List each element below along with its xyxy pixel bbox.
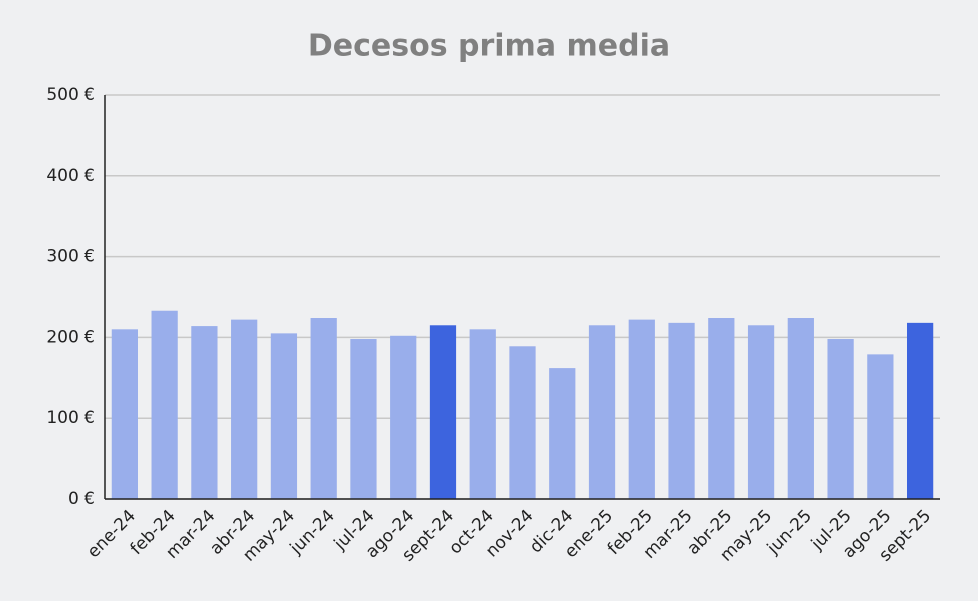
bar [151,310,178,499]
bar [231,319,258,499]
bar [708,318,735,499]
y-tick-label: 500 € [46,85,95,105]
y-tick-label: 400 € [46,166,95,186]
bar [111,329,139,499]
bar [509,346,536,499]
bar [549,368,576,499]
y-tick-label: 200 € [46,327,95,347]
bar [429,325,457,499]
bar [787,318,814,499]
y-tick-label: 300 € [46,247,95,267]
bar [350,339,377,499]
bar [867,354,894,499]
bar [191,326,218,499]
y-tick-label: 100 € [46,408,95,428]
bar [747,325,775,499]
bar [906,322,934,499]
bar [827,339,854,499]
bar [628,319,655,499]
bar [668,322,695,499]
bar [270,333,298,499]
bar [390,335,417,499]
bar [588,325,616,499]
y-tick-label: 0 € [68,489,95,509]
bar [469,329,496,499]
chart-title: Decesos prima media [308,29,670,64]
bar [310,318,337,499]
